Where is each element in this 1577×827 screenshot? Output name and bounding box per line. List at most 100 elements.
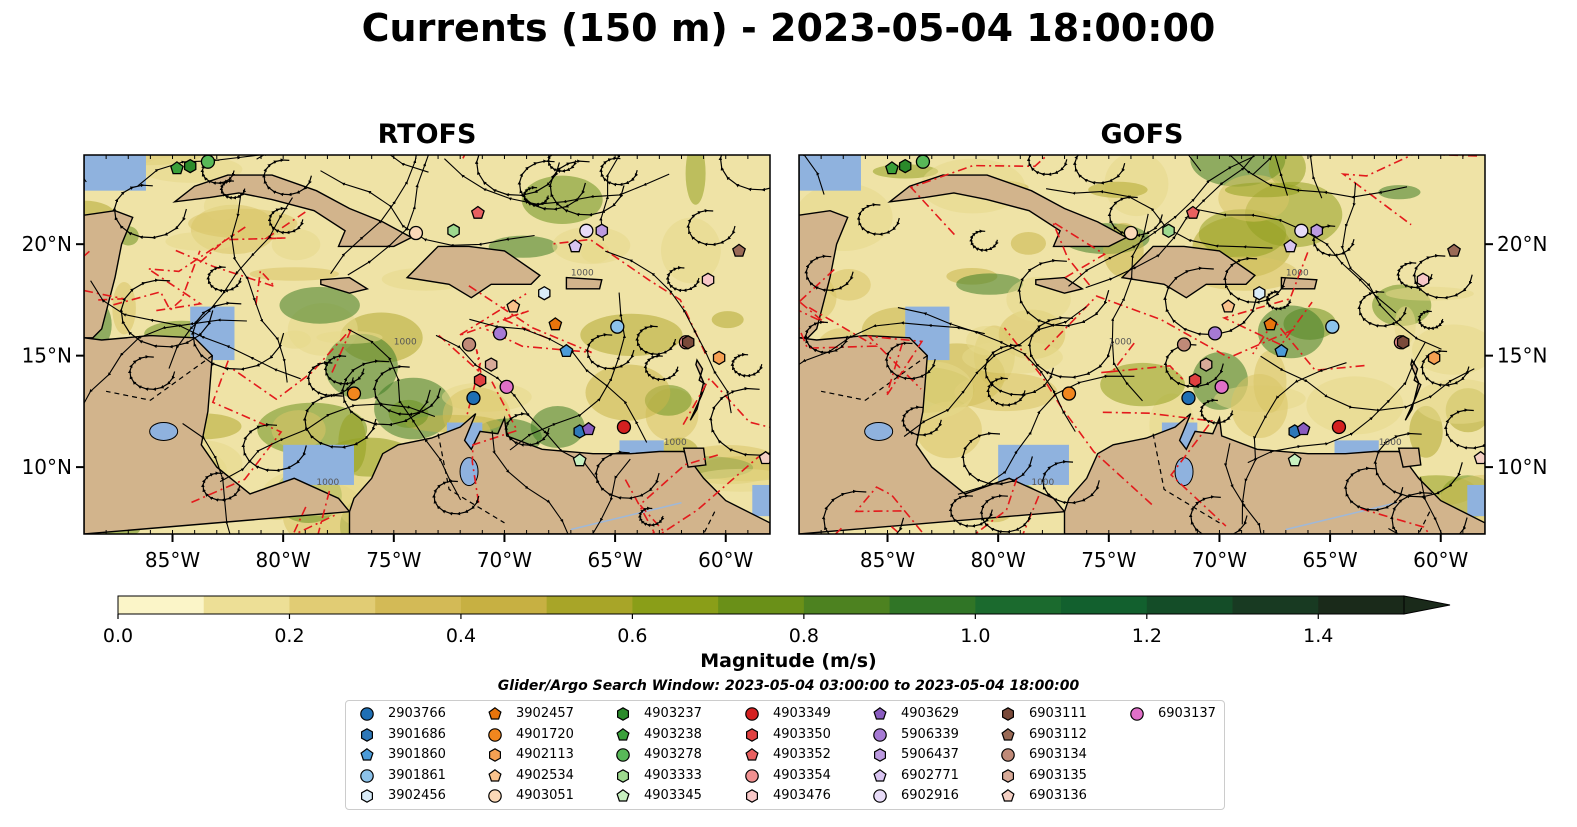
speed-patch — [1088, 181, 1148, 198]
float-marker-4901720 — [346, 386, 362, 401]
float-marker-6903111 — [1396, 335, 1410, 350]
speed-patch — [685, 155, 706, 205]
legend-marker-hexagon — [616, 768, 629, 783]
legend-label: 6903112 — [1029, 726, 1087, 742]
speed-patch — [581, 241, 610, 264]
colorbar-tick-label: 0.2 — [274, 625, 304, 647]
colorbar-tick-label: 0.6 — [617, 625, 647, 647]
float-marker-6903135 — [484, 357, 498, 372]
colorbar-bin — [1318, 596, 1405, 614]
legend-label: 3901861 — [388, 767, 446, 783]
legend-marker-circle — [616, 748, 630, 762]
colorbar-bin — [718, 596, 805, 614]
legend-label: 3902456 — [388, 788, 446, 803]
legend-marker-pentagon — [616, 789, 630, 802]
legend-marker-circle — [360, 768, 374, 783]
country-border — [820, 355, 928, 401]
float-marker-4903352 — [470, 205, 485, 219]
legend-label: 3901686 — [388, 726, 446, 742]
float-marker-4902534 — [506, 299, 521, 313]
float-marker-3902456 — [538, 285, 551, 301]
legend-marker-pentagon — [1001, 727, 1015, 741]
float-marker-6903137 — [499, 379, 514, 395]
contour-label: 1000 — [1031, 478, 1054, 488]
colorbar-bin — [632, 596, 719, 614]
y-tick-label: 10°N — [22, 455, 72, 479]
legend-marker-circle — [745, 707, 759, 721]
float-marker-6903112 — [1447, 243, 1461, 257]
legend-label: 4903238 — [644, 726, 702, 742]
legend-marker-hexagon — [873, 748, 886, 762]
legend-label: 4903352 — [773, 747, 831, 762]
float-marker-5906437 — [595, 223, 609, 239]
float-marker-4903051 — [408, 225, 424, 241]
float-marker-3901861 — [610, 319, 625, 334]
float-marker-4903345 — [1287, 453, 1302, 467]
y-tick-label: 15°N — [1497, 344, 1547, 368]
colorbar-tick-label: 1.2 — [1132, 625, 1162, 647]
float-marker-4902113 — [1427, 350, 1441, 366]
contour-label: 1000 — [571, 268, 594, 278]
float-marker-6903111 — [681, 335, 695, 350]
land-trin — [1397, 447, 1422, 468]
float-marker-4903350 — [1188, 372, 1202, 388]
speed-patch — [324, 333, 398, 400]
legend-marker-circle — [873, 727, 887, 742]
contour-label: 1000 — [1286, 268, 1309, 278]
legend-label: 4903349 — [773, 706, 831, 721]
colorbar-bin — [289, 596, 376, 614]
y-tick-label: 20°N — [22, 232, 72, 256]
legend-label: 4903051 — [516, 788, 574, 803]
speed-patch — [711, 311, 744, 329]
legend-label: 4903237 — [644, 706, 702, 721]
colorbar-bin — [1232, 596, 1319, 614]
colorbar-tick-label: 1.4 — [1303, 625, 1333, 647]
float-marker-6903134 — [1176, 337, 1192, 352]
speed-patch — [1414, 379, 1485, 424]
float-marker-6903134 — [461, 337, 477, 352]
speed-patch — [1010, 232, 1046, 255]
legend-marker-pentagon — [488, 768, 502, 782]
float-marker-3902456 — [1253, 285, 1266, 301]
speed-patch — [521, 175, 603, 224]
float-marker-6903112 — [732, 243, 746, 257]
legend-label: 4901720 — [516, 726, 574, 742]
legend-label: 6903111 — [1029, 706, 1087, 721]
float-marker-3901861 — [1325, 319, 1340, 334]
float-marker-5906437 — [1310, 223, 1324, 239]
x-tick-label: 60°W — [1413, 548, 1468, 572]
float-marker-4903238 — [170, 161, 184, 175]
colorbar-tick-label: 0.4 — [446, 625, 476, 647]
x-tick-label: 85°W — [145, 548, 200, 572]
speed-patch — [580, 313, 683, 356]
legend-marker-hexagon — [1001, 768, 1014, 783]
float-marker-4903349 — [1331, 419, 1347, 435]
float-marker-4903237 — [898, 158, 912, 174]
land-jam — [320, 276, 370, 294]
float-marker-3902457 — [548, 317, 563, 331]
colorbar-tick-label: 0.0 — [103, 625, 133, 647]
country-border — [703, 511, 716, 534]
contour-label: 1000 — [664, 438, 687, 448]
colorbar-tick-label: 0.8 — [789, 625, 819, 647]
float-marker-4902113 — [712, 350, 726, 366]
contour-label: 1000 — [394, 338, 417, 348]
x-tick-label: 65°W — [587, 548, 642, 572]
speed-patch — [271, 410, 326, 449]
float-marker-6902771 — [568, 239, 583, 253]
x-tick-label: 85°W — [860, 548, 915, 572]
legend-marker-hexagon — [360, 727, 373, 742]
colorbar-bin — [118, 596, 205, 614]
colorbar-bin — [546, 596, 633, 614]
float-marker-4902534 — [1221, 299, 1236, 313]
shelf-water — [1467, 484, 1485, 517]
colorbar: 0.0 0.2 0.4 0.6 0.8 1.0 1.2 1.4 — [103, 595, 1451, 647]
speed-patch — [1306, 376, 1404, 435]
figure-title: Currents (150 m) - 2023-05-04 18:00:00 — [361, 6, 1216, 50]
legend-marker-circle — [1130, 707, 1144, 721]
float-marker-3902457 — [1263, 317, 1278, 331]
float-marker-5906339 — [1207, 326, 1223, 341]
speed-patch — [585, 364, 671, 421]
x-tick-label: 80°W — [256, 548, 311, 572]
